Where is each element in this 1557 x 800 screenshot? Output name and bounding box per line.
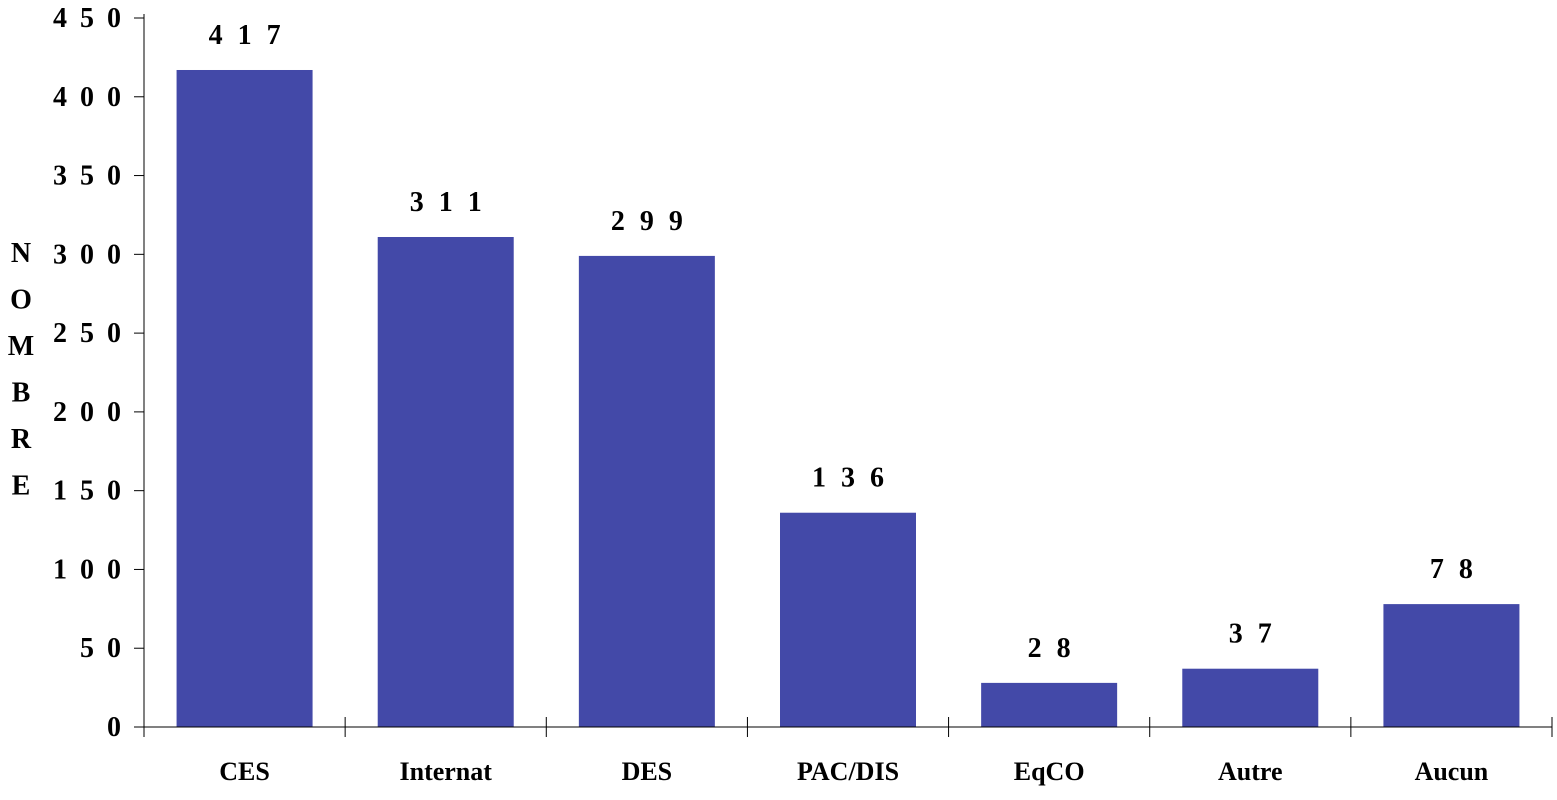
bar-internat xyxy=(377,237,514,727)
data-labels: 4 1 7 3 1 1 2 9 9 1 3 6 2 8 3 7 7 8 xyxy=(209,20,1477,664)
x-tick-label: CES xyxy=(219,757,270,786)
data-label: 7 8 xyxy=(1430,554,1477,585)
y-tick-label: 4 0 0 xyxy=(53,82,124,113)
y-tick-label: 2 0 0 xyxy=(53,397,124,428)
bar-autre xyxy=(1182,668,1319,727)
x-tick-label: Internat xyxy=(399,757,492,786)
x-axis: CES Internat DES PAC/DIS EqCO Autre Aucun xyxy=(134,717,1553,786)
data-label: 4 1 7 xyxy=(209,20,285,51)
bar-aucun xyxy=(1383,604,1520,727)
y-tick-label: 2 5 0 xyxy=(53,318,124,349)
x-tick-label: DES xyxy=(622,757,673,786)
y-axis-title-letter: E xyxy=(12,471,31,502)
x-tick-label: PAC/DIS xyxy=(797,757,899,786)
data-label: 3 7 xyxy=(1229,619,1276,650)
y-axis-title-letter: O xyxy=(10,285,32,316)
data-label: 2 9 9 xyxy=(611,206,687,237)
y-axis-title-letter: M xyxy=(8,331,34,362)
data-label: 3 1 1 xyxy=(410,187,486,218)
y-tick-label: 1 5 0 xyxy=(53,476,124,507)
y-axis-title-letter: N xyxy=(11,238,31,269)
bar-des xyxy=(578,255,715,728)
bar-eqco xyxy=(981,682,1118,727)
x-tick-label: EqCO xyxy=(1014,757,1085,786)
y-tick-label: 0 xyxy=(107,712,124,743)
y-axis-title-letter: R xyxy=(11,424,32,455)
y-tick-label: 4 5 0 xyxy=(53,3,124,34)
x-tick-label: Aucun xyxy=(1415,757,1489,786)
y-tick-label: 1 0 0 xyxy=(53,554,124,585)
y-tick-label: 5 0 xyxy=(80,633,124,664)
bars xyxy=(176,69,1520,728)
data-label: 1 3 6 xyxy=(812,463,888,494)
y-tick-label: 3 0 0 xyxy=(53,239,124,270)
data-label: 2 8 xyxy=(1028,633,1075,664)
y-axis: 0 5 0 1 0 0 1 5 0 2 0 0 2 5 0 3 0 0 3 5 0 4 0 0 4… xyxy=(53,3,145,743)
y-tick-label: 3 5 0 xyxy=(53,161,124,192)
y-axis-title-letter: B xyxy=(12,378,31,409)
bar-pac-dis xyxy=(780,512,916,727)
bar-ces xyxy=(176,69,313,727)
x-tick-label: Autre xyxy=(1218,757,1283,786)
